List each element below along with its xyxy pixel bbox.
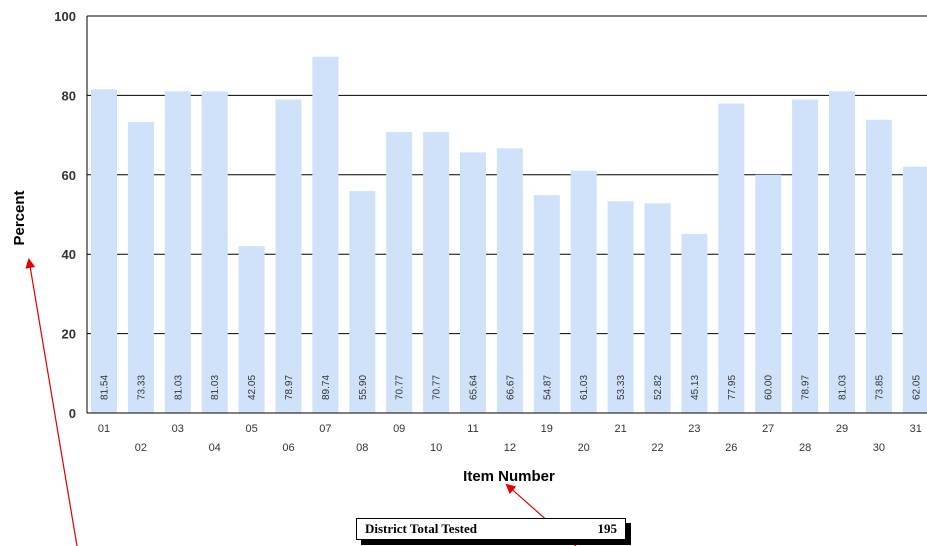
axes: [86, 16, 927, 414]
y-tick-label: 60: [62, 168, 76, 183]
data-label: 65.64: [469, 375, 480, 400]
x-tick-label: 01: [98, 423, 110, 435]
x-tick-label: 19: [541, 423, 553, 435]
x-tick-label: 05: [245, 423, 257, 435]
bar: [644, 203, 671, 413]
data-label: 42.05: [247, 375, 258, 400]
x-tick-label: 20: [578, 442, 590, 454]
bar: [386, 132, 413, 414]
annotation-arrow-percent: [25, 258, 78, 546]
data-label: 53.33: [616, 375, 627, 400]
data-label: 70.77: [432, 375, 443, 400]
data-label: 77.95: [727, 375, 738, 400]
bar: [570, 170, 597, 413]
bar: [238, 246, 265, 413]
data-label: 78.97: [284, 375, 295, 400]
data-label: 54.87: [542, 375, 553, 400]
x-tick-label: 31: [910, 423, 922, 435]
data-label: 62.05: [911, 375, 922, 400]
data-label: 52.82: [653, 375, 664, 400]
bar: [275, 99, 302, 413]
x-tick-label: 06: [282, 442, 294, 454]
bar: [164, 91, 191, 413]
bar: [460, 152, 486, 414]
bar: [533, 195, 560, 413]
x-tick-label: 10: [430, 442, 442, 454]
x-tick-label: 09: [393, 423, 405, 435]
bars: [91, 56, 927, 414]
bar: [792, 99, 819, 413]
bar: [681, 233, 708, 413]
bar: [423, 132, 450, 414]
value-labels: 81.54 73.33 81.03 81.03 42.05 78.97 89.74 55.90…: [100, 375, 923, 400]
x-axis-title: Item Number: [463, 468, 555, 485]
data-label: 60.00: [764, 375, 775, 400]
x-tick-label: 27: [762, 423, 774, 435]
x-tick-label: 28: [799, 442, 811, 454]
bar: [349, 191, 376, 413]
x-tick-label: 02: [135, 442, 147, 454]
y-tick-label: 80: [62, 88, 76, 103]
bar: [607, 201, 634, 413]
bar: [91, 89, 117, 414]
y-tick-label: 20: [62, 327, 76, 342]
data-label: 61.03: [579, 375, 590, 400]
data-label: 81.54: [100, 375, 111, 400]
tick-labels: 0 20 40 60 80 100 01 02 03 04 05 06 07 08 09 10 11 12 19 20…: [54, 9, 922, 454]
district-total-tested-label: District Total Tested: [365, 521, 477, 536]
data-label: 55.90: [358, 375, 369, 400]
x-tick-label: 30: [873, 442, 885, 454]
y-tick-label: 0: [69, 406, 76, 421]
data-label: 73.85: [874, 375, 885, 400]
x-tick-label: 29: [836, 423, 848, 435]
data-label: 81.03: [838, 375, 849, 400]
x-tick-label: 26: [725, 442, 737, 454]
data-label: 45.13: [690, 375, 701, 400]
y-tick-label: 40: [62, 247, 76, 262]
x-tick-label: 23: [688, 423, 700, 435]
x-tick-label: 03: [172, 423, 184, 435]
x-tick-label: 21: [614, 423, 626, 435]
data-label: 89.74: [321, 375, 332, 400]
x-tick-label: 08: [356, 442, 368, 454]
bar: [312, 56, 339, 413]
x-tick-label: 04: [209, 442, 221, 454]
data-label: 73.33: [136, 375, 147, 400]
x-tick-label: 12: [504, 442, 516, 454]
district-total-tested-box: District Total Tested 195: [356, 518, 626, 540]
data-label: 70.77: [395, 375, 406, 400]
y-axis-title: Percent: [11, 190, 28, 245]
bar: [829, 91, 855, 413]
bar: [718, 103, 745, 413]
y-tick-label: 100: [54, 9, 76, 24]
bar: [201, 91, 228, 413]
x-tick-label: 07: [319, 423, 331, 435]
bar: [496, 148, 523, 413]
data-label: 66.67: [505, 375, 516, 400]
district-total-tested-value: 195: [597, 521, 618, 536]
data-label: 78.97: [801, 375, 812, 400]
bar: [865, 119, 892, 414]
data-label: 81.03: [210, 375, 221, 400]
x-tick-label: 22: [651, 442, 663, 454]
bar: [127, 121, 154, 414]
x-tick-label: 11: [467, 423, 478, 435]
data-label: 81.03: [173, 375, 184, 400]
bar: [755, 174, 782, 413]
bar: [902, 166, 927, 413]
